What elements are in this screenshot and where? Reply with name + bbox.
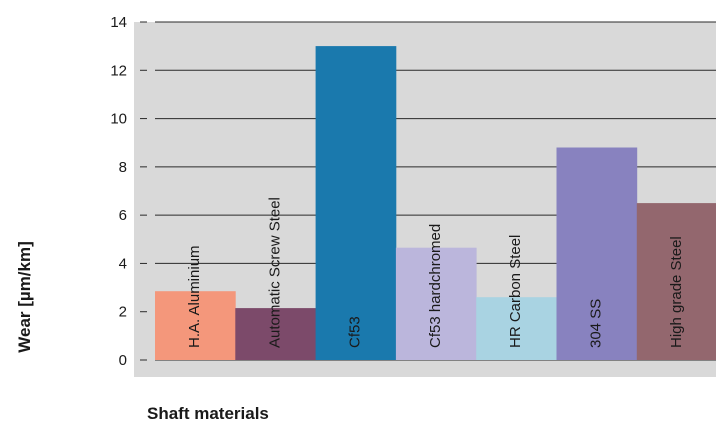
y-tick-label: 2 (119, 304, 127, 321)
bar-label: 304 SS (587, 299, 604, 348)
y-axis-title: Wear [µm/km] (15, 241, 34, 353)
bar (395, 247, 477, 360)
bar-label: Cf53 (347, 316, 364, 348)
bar (235, 308, 316, 360)
y-axis-ticks: 0 2 4 6 8 10 12 14 (110, 14, 147, 369)
y-tick-label: 6 (119, 207, 127, 224)
y-tick-label: 0 (119, 352, 127, 369)
bar (636, 203, 716, 360)
y-tick-label: 14 (110, 14, 127, 31)
y-tick-label: 4 (119, 255, 127, 272)
y-tick-label: 12 (110, 62, 127, 79)
bar (315, 46, 397, 360)
bar (476, 297, 557, 360)
bar-label: Cf53 hardchromed (427, 224, 444, 348)
bar-label: Automatic Screw Steel (266, 197, 283, 348)
bar (155, 291, 236, 360)
bar-labels: H.A. Aluminium Automatic Screw Steel Cf53 C… (186, 197, 685, 348)
x-axis-title: Shaft materials (147, 404, 269, 423)
bar (556, 147, 638, 360)
bar-label: HR Carbon Steel (507, 235, 524, 348)
y-tick-label: 10 (110, 111, 127, 128)
bar-label: High grade Steel (668, 236, 685, 348)
bars (155, 46, 716, 360)
y-tick-label: 8 (119, 159, 127, 176)
bar-label: H.A. Aluminium (186, 245, 203, 348)
